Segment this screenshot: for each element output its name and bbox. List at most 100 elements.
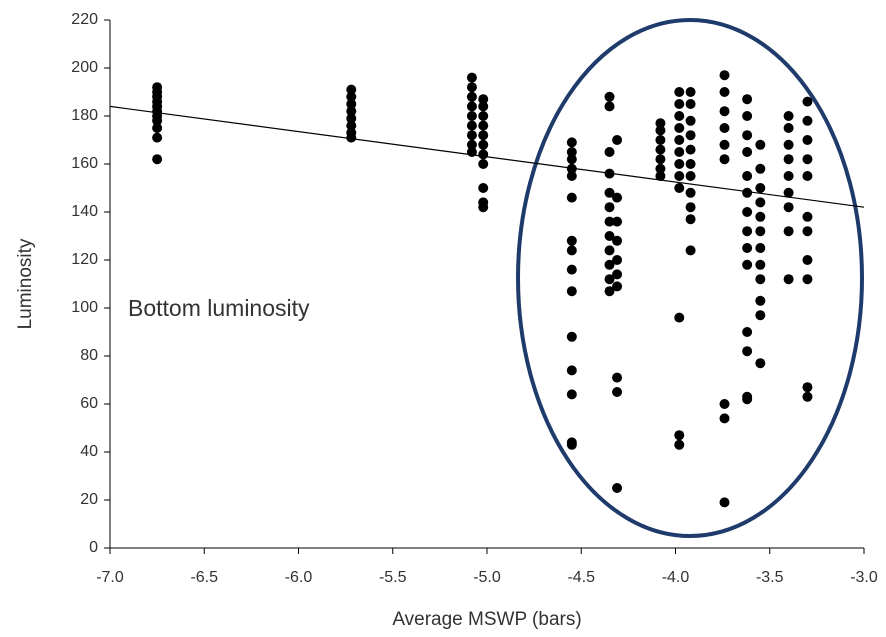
data-point (612, 372, 623, 383)
data-point (802, 115, 813, 126)
data-point (755, 310, 766, 321)
data-point (478, 183, 489, 193)
data-point (152, 132, 163, 143)
data-point (612, 269, 623, 280)
data-point (604, 202, 615, 213)
y-tick-label: 20 (80, 491, 98, 508)
data-point (755, 183, 766, 193)
data-point (466, 72, 477, 83)
data-point (674, 171, 685, 181)
data-point (783, 111, 794, 121)
data-point (478, 139, 489, 150)
data-point (755, 197, 766, 208)
annotation: Bottom luminosity (128, 295, 310, 321)
data-point (755, 259, 766, 270)
data-point (604, 274, 615, 285)
x-tick-label: -4.0 (662, 569, 690, 586)
x-tick-label: -6.0 (285, 569, 313, 586)
data-point (719, 106, 730, 117)
data-point (802, 135, 813, 145)
highlight-ellipse (516, 18, 864, 538)
data-point (783, 274, 794, 285)
data-point (612, 235, 623, 246)
data-point (152, 154, 163, 165)
data-point (566, 192, 577, 203)
data-point (755, 226, 766, 237)
data-point (152, 82, 163, 93)
x-tick-label: -6.5 (190, 569, 218, 586)
data-point (674, 87, 685, 97)
data-point (612, 387, 623, 397)
data-point (604, 187, 615, 198)
data-point (466, 120, 477, 131)
data-point (719, 87, 730, 97)
data-point (802, 382, 813, 393)
data-point (742, 346, 753, 357)
data-point (478, 197, 489, 208)
data-point (566, 389, 577, 400)
data-point (742, 94, 753, 105)
data-point (655, 171, 666, 181)
data-point (742, 111, 753, 121)
data-point (742, 327, 753, 337)
data-point (346, 120, 357, 131)
y-tick-label: 80 (80, 347, 98, 364)
y-tick-label: 0 (89, 539, 98, 556)
data-point (674, 111, 685, 121)
data-point (566, 171, 577, 181)
data-point (802, 226, 813, 237)
data-point (655, 135, 666, 145)
data-point (466, 91, 477, 102)
x-tick-label: -3.0 (850, 569, 878, 586)
data-point (674, 183, 685, 193)
data-point (566, 163, 577, 174)
data-point (346, 127, 357, 138)
data-point (566, 137, 577, 148)
data-point (655, 144, 666, 155)
data-point (719, 413, 730, 424)
data-point (685, 202, 696, 213)
data-point (466, 130, 477, 141)
data-point (674, 99, 685, 109)
data-point (742, 147, 753, 157)
data-point (685, 144, 696, 155)
data-point (755, 274, 766, 285)
data-point (685, 187, 696, 198)
data-point (674, 123, 685, 133)
data-point (802, 255, 813, 265)
data-point (719, 399, 730, 409)
data-point (478, 120, 489, 131)
data-point (604, 231, 615, 241)
x-tick-label: -3.5 (756, 569, 784, 586)
data-point (346, 84, 357, 95)
data-point (802, 274, 813, 285)
data-point (612, 483, 623, 493)
data-point (346, 113, 357, 124)
data-point (685, 214, 696, 225)
data-point (674, 159, 685, 169)
y-tick-label: 160 (71, 155, 98, 172)
data-point (466, 82, 477, 93)
data-point (783, 171, 794, 181)
y-tick-label: 120 (71, 251, 98, 268)
data-point (466, 147, 477, 157)
data-point (604, 91, 615, 102)
data-point (719, 123, 730, 133)
data-point (755, 139, 766, 150)
y-tick-label: 40 (80, 443, 98, 460)
data-point (802, 391, 813, 402)
data-point (742, 187, 753, 198)
data-point (783, 187, 794, 198)
data-point (478, 111, 489, 121)
data-point (802, 211, 813, 222)
data-point (742, 391, 753, 402)
x-tick-label: -5.5 (379, 569, 407, 586)
data-point (566, 154, 577, 165)
data-point (346, 91, 357, 102)
data-point (674, 312, 685, 323)
data-point (742, 171, 753, 181)
data-point (674, 430, 685, 441)
data-point (655, 118, 666, 129)
data-point (674, 439, 685, 450)
data-point (719, 139, 730, 150)
